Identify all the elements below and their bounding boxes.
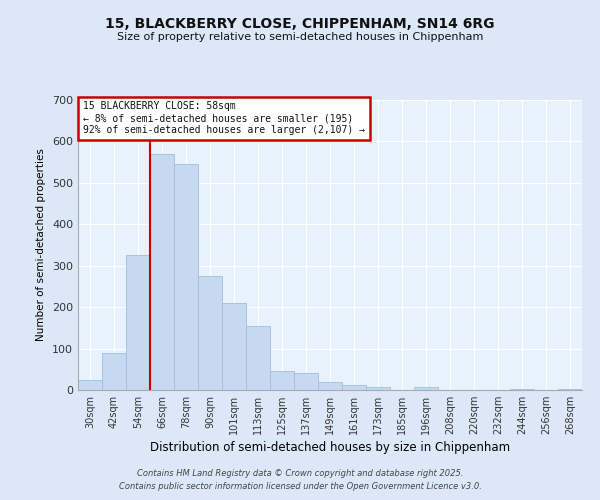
Bar [270, 370, 294, 390]
Bar [174, 164, 198, 390]
Bar [294, 374, 318, 390]
Text: Size of property relative to semi-detached houses in Chippenham: Size of property relative to semi-detach… [117, 32, 483, 42]
Bar [342, 385, 366, 390]
Bar [222, 303, 246, 390]
X-axis label: Distribution of semi-detached houses by size in Chippenham: Distribution of semi-detached houses by … [150, 441, 510, 454]
Bar [150, 154, 174, 390]
Text: 15 BLACKBERRY CLOSE: 58sqm
← 8% of semi-detached houses are smaller (195)
92% of: 15 BLACKBERRY CLOSE: 58sqm ← 8% of semi-… [83, 102, 365, 134]
Y-axis label: Number of semi-detached properties: Number of semi-detached properties [37, 148, 46, 342]
Bar [318, 382, 342, 390]
Bar [102, 352, 126, 390]
Text: Contains HM Land Registry data © Crown copyright and database right 2025.: Contains HM Land Registry data © Crown c… [137, 468, 463, 477]
Bar [126, 256, 150, 390]
Bar [510, 389, 534, 390]
Text: Contains public sector information licensed under the Open Government Licence v3: Contains public sector information licen… [119, 482, 481, 491]
Bar [78, 380, 102, 390]
Bar [558, 389, 582, 390]
Bar [198, 276, 222, 390]
Bar [414, 386, 438, 390]
Bar [246, 326, 270, 390]
Text: 15, BLACKBERRY CLOSE, CHIPPENHAM, SN14 6RG: 15, BLACKBERRY CLOSE, CHIPPENHAM, SN14 6… [105, 18, 495, 32]
Bar [366, 387, 390, 390]
